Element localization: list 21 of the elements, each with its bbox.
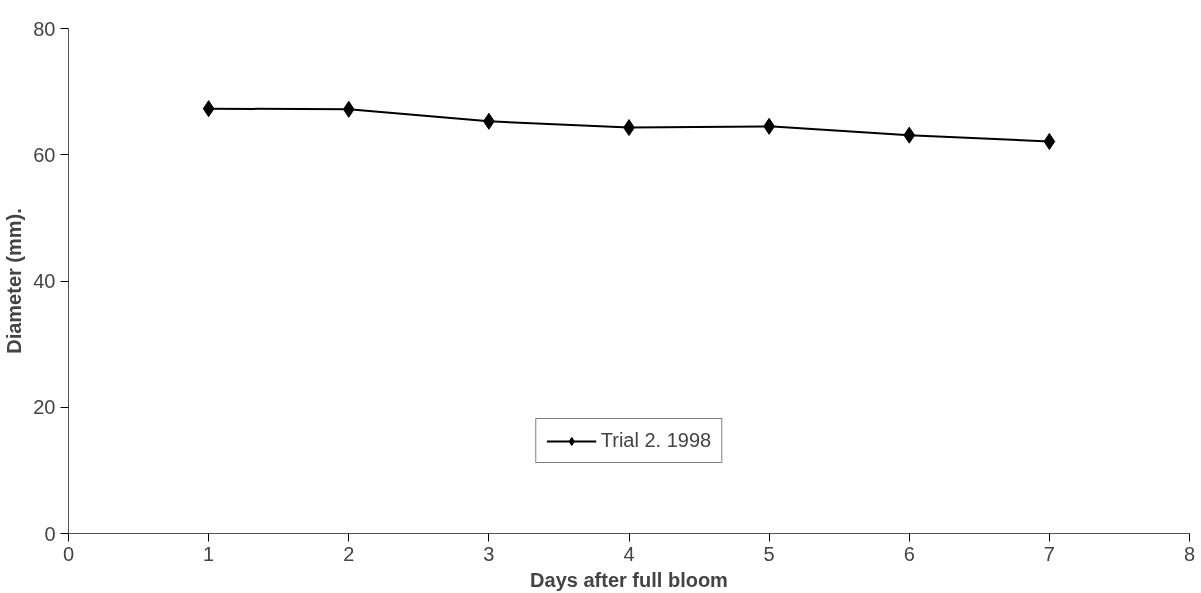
x-tick-label: 7 [1043,542,1055,565]
x-tick-label: 5 [763,542,775,565]
x-tick-label: 2 [343,542,355,565]
y-tick-label: 40 [33,270,56,292]
point [1043,132,1056,150]
x-tick-label: 6 [903,542,915,565]
y-tick-label: 80 [33,17,56,40]
y-tick-label: 20 [33,396,56,419]
y-tick-label: 60 [33,143,56,166]
legend-label: Trial 2. 1998 [600,429,712,452]
x-axis-title: Days after full bloom [530,568,728,591]
y-axis-title: Diameter (mm). [3,208,26,354]
point [903,126,916,144]
point [202,100,215,118]
x-tick-label: 3 [483,542,495,565]
y-tick-label: 0 [44,522,56,545]
x-tick-label: 8 [1183,542,1196,565]
x-tick-label: 0 [62,542,75,565]
x-tick-label: 1 [203,542,215,565]
point [342,100,355,118]
x-tick-label: 4 [623,542,635,565]
